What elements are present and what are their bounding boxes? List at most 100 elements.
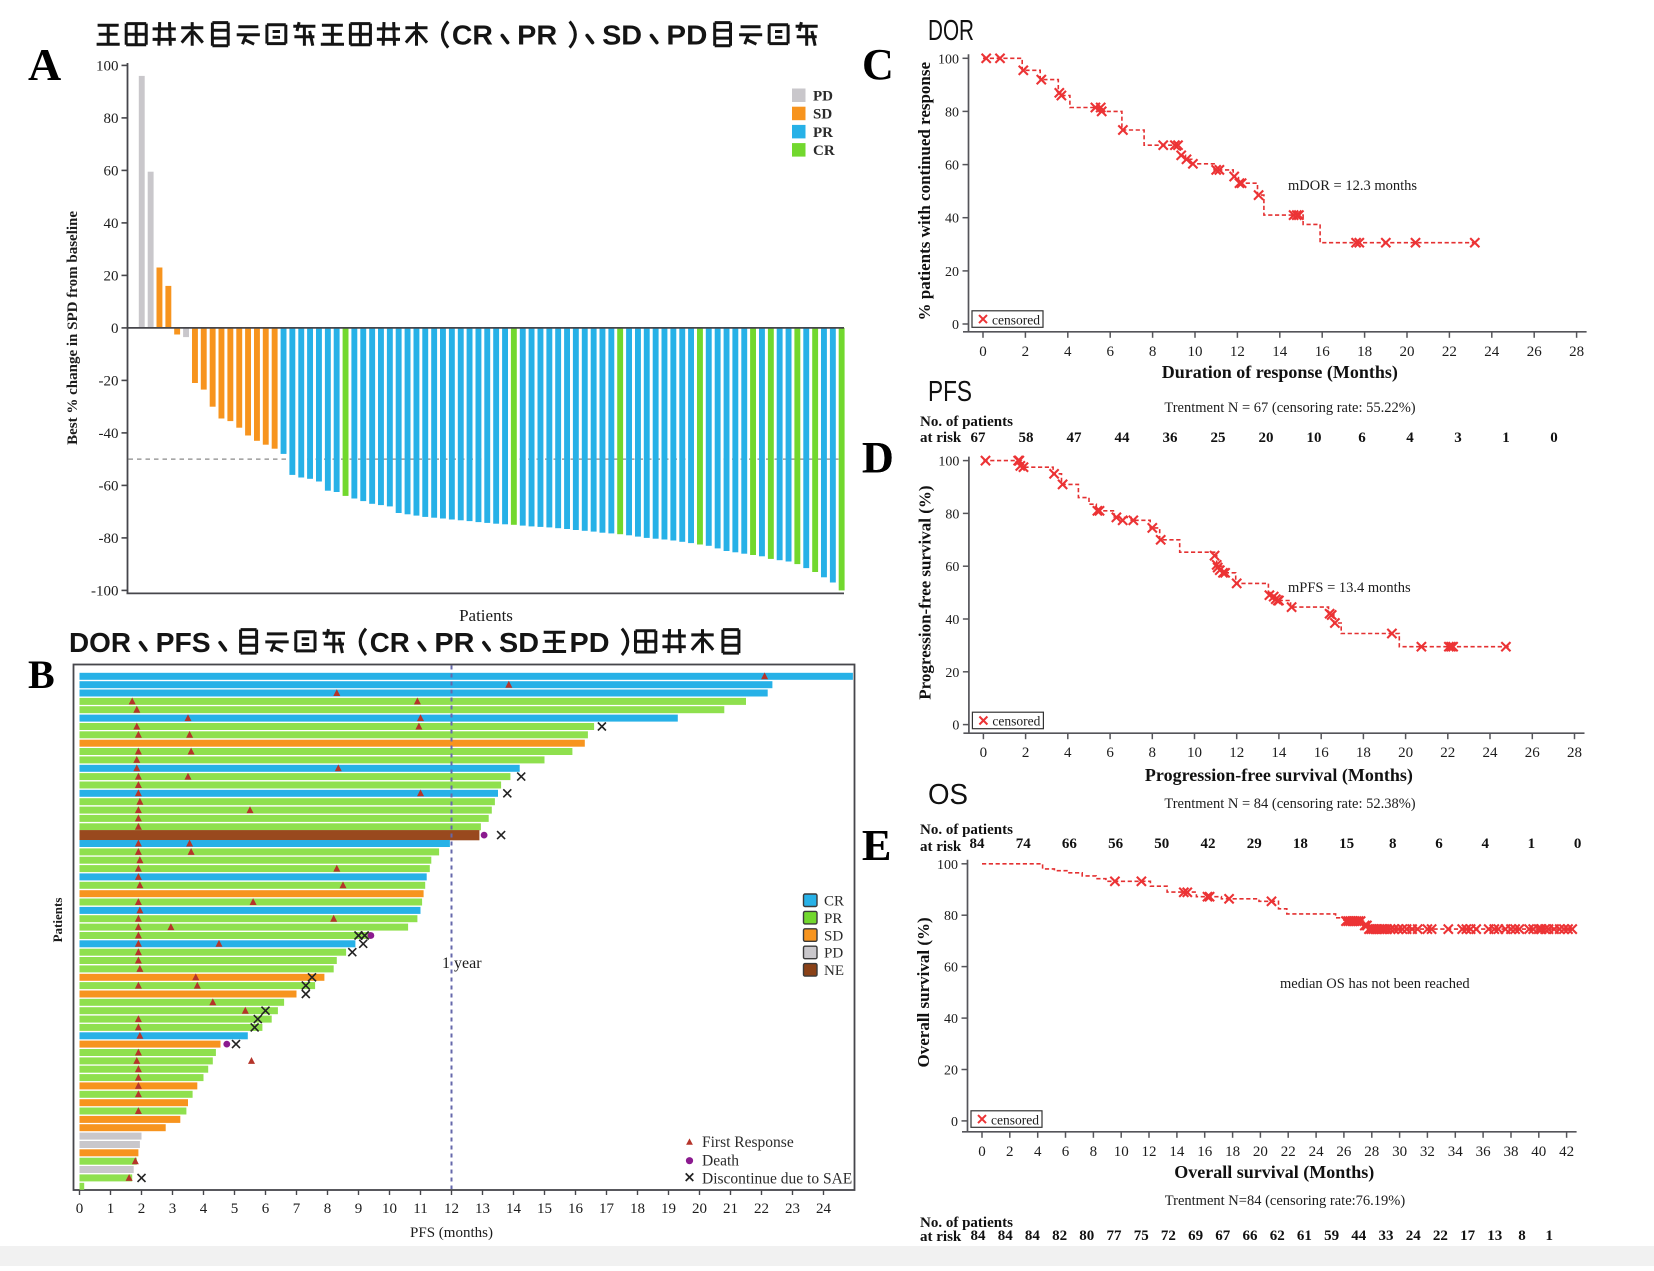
svg-text:PR: PR xyxy=(813,125,833,141)
svg-text:CR: CR xyxy=(824,894,844,910)
svg-text:26: 26 xyxy=(1525,745,1541,761)
svg-text:censored: censored xyxy=(992,312,1040,327)
svg-text:PR: PR xyxy=(824,911,842,927)
svg-text:2: 2 xyxy=(1022,745,1030,761)
svg-text:mPFS = 13.4 months: mPFS = 13.4 months xyxy=(1288,580,1411,596)
svg-text:100: 100 xyxy=(96,58,119,74)
svg-text:10: 10 xyxy=(1188,344,1203,360)
svg-text:32: 32 xyxy=(1420,1144,1435,1160)
svg-text:censored: censored xyxy=(992,714,1040,729)
svg-text:18: 18 xyxy=(1357,344,1372,360)
svg-text:75: 75 xyxy=(1134,1228,1149,1244)
svg-text:67: 67 xyxy=(1215,1228,1231,1244)
svg-text:25: 25 xyxy=(1211,430,1226,446)
svg-text:D: D xyxy=(862,433,894,482)
svg-text:24: 24 xyxy=(1484,344,1500,360)
svg-text:4: 4 xyxy=(1481,836,1489,852)
svg-text:No. of patients: No. of patients xyxy=(920,822,1013,838)
svg-text:24: 24 xyxy=(1406,1228,1422,1244)
svg-text:0: 0 xyxy=(980,745,988,761)
svg-text:12: 12 xyxy=(1230,344,1245,360)
svg-text:84: 84 xyxy=(970,836,986,852)
svg-text:33: 33 xyxy=(1379,1228,1394,1244)
svg-text:15: 15 xyxy=(537,1201,552,1217)
svg-text:12: 12 xyxy=(1142,1144,1157,1160)
svg-text:4: 4 xyxy=(1064,344,1072,360)
svg-text:10: 10 xyxy=(1114,1144,1129,1160)
svg-text:11: 11 xyxy=(413,1201,427,1217)
svg-text:1: 1 xyxy=(1502,430,1510,446)
svg-text:6: 6 xyxy=(1435,836,1443,852)
svg-text:13: 13 xyxy=(475,1201,490,1217)
svg-text:E: E xyxy=(862,821,891,870)
svg-text:100: 100 xyxy=(938,455,959,470)
svg-text:60: 60 xyxy=(945,560,959,575)
svg-text:22: 22 xyxy=(1433,1228,1448,1244)
svg-text:60: 60 xyxy=(104,163,119,179)
svg-text:59: 59 xyxy=(1324,1228,1339,1244)
svg-text:42: 42 xyxy=(1559,1144,1574,1160)
svg-text:61: 61 xyxy=(1297,1228,1312,1244)
svg-text:Patients: Patients xyxy=(459,606,513,625)
svg-text:26: 26 xyxy=(1336,1144,1352,1160)
svg-text:80: 80 xyxy=(945,105,959,120)
svg-text:40: 40 xyxy=(104,216,119,232)
svg-text:50: 50 xyxy=(1154,836,1169,852)
svg-text:8: 8 xyxy=(1389,836,1397,852)
svg-text:8: 8 xyxy=(1149,344,1157,360)
svg-text:4: 4 xyxy=(1406,430,1414,446)
svg-text:at risk: at risk xyxy=(920,430,962,446)
svg-text:4: 4 xyxy=(200,1201,208,1217)
svg-text:6: 6 xyxy=(1358,430,1366,446)
svg-text:Progression-free survival (Mon: Progression-free survival (Months) xyxy=(1145,765,1413,786)
svg-text:17: 17 xyxy=(1460,1228,1476,1244)
svg-text:B: B xyxy=(28,652,55,697)
svg-text:72: 72 xyxy=(1161,1228,1176,1244)
svg-text:4: 4 xyxy=(1034,1144,1042,1160)
svg-text:SD: SD xyxy=(499,627,539,658)
svg-text:Trentment N = 84 (censoring ra: Trentment N = 84 (censoring rate: 52.38%… xyxy=(1164,796,1415,812)
svg-text:CR: CR xyxy=(813,143,835,159)
svg-text:-60: -60 xyxy=(99,478,119,494)
svg-text:12: 12 xyxy=(1229,745,1244,761)
svg-text:-40: -40 xyxy=(99,426,119,442)
svg-text:26: 26 xyxy=(1527,344,1543,360)
svg-text:9: 9 xyxy=(355,1201,363,1217)
svg-text:21: 21 xyxy=(723,1201,738,1217)
svg-text:D: D xyxy=(862,433,894,482)
svg-text:0: 0 xyxy=(951,1115,958,1130)
svg-text:6: 6 xyxy=(1062,1144,1070,1160)
svg-text:0: 0 xyxy=(76,1201,84,1217)
svg-text:22: 22 xyxy=(1440,745,1455,761)
svg-text:5: 5 xyxy=(231,1201,239,1217)
svg-text:44: 44 xyxy=(1351,1228,1367,1244)
svg-text:Discontinue due to SAE: Discontinue due to SAE xyxy=(702,1171,852,1188)
svg-text:Best % change in SPD from base: Best % change in SPD from baseline xyxy=(65,211,81,445)
svg-text:20: 20 xyxy=(945,265,959,280)
svg-text:20: 20 xyxy=(1398,745,1413,761)
svg-text:13: 13 xyxy=(1487,1228,1502,1244)
svg-text:at risk: at risk xyxy=(920,1229,962,1245)
svg-text:80: 80 xyxy=(1079,1228,1094,1244)
svg-text:SD: SD xyxy=(813,107,832,123)
svg-text:PR: PR xyxy=(434,627,474,658)
svg-text:CR: CR xyxy=(452,20,493,51)
svg-text:24: 24 xyxy=(816,1201,832,1217)
svg-text:60: 60 xyxy=(944,961,958,976)
svg-text:Trentment N=84 (censoring rate: Trentment N=84 (censoring rate:76.19%) xyxy=(1165,1193,1406,1209)
svg-text:No. of patients: No. of patients xyxy=(920,414,1013,430)
svg-text:PR: PR xyxy=(517,20,557,51)
svg-text:24: 24 xyxy=(1483,745,1499,761)
svg-text:6: 6 xyxy=(1106,745,1114,761)
svg-text:100: 100 xyxy=(937,858,958,873)
svg-text:4: 4 xyxy=(1064,745,1072,761)
svg-text:10: 10 xyxy=(382,1201,397,1217)
svg-text:36: 36 xyxy=(1476,1144,1492,1160)
svg-text:80: 80 xyxy=(945,507,959,522)
svg-text:1 year: 1 year xyxy=(442,955,482,972)
svg-text:mDOR = 12.3 months: mDOR = 12.3 months xyxy=(1288,178,1417,194)
svg-text:No. of patients: No. of patients xyxy=(920,1215,1013,1231)
svg-text:8: 8 xyxy=(1149,745,1157,761)
svg-text:15: 15 xyxy=(1339,836,1354,852)
svg-text:84: 84 xyxy=(1025,1228,1041,1244)
